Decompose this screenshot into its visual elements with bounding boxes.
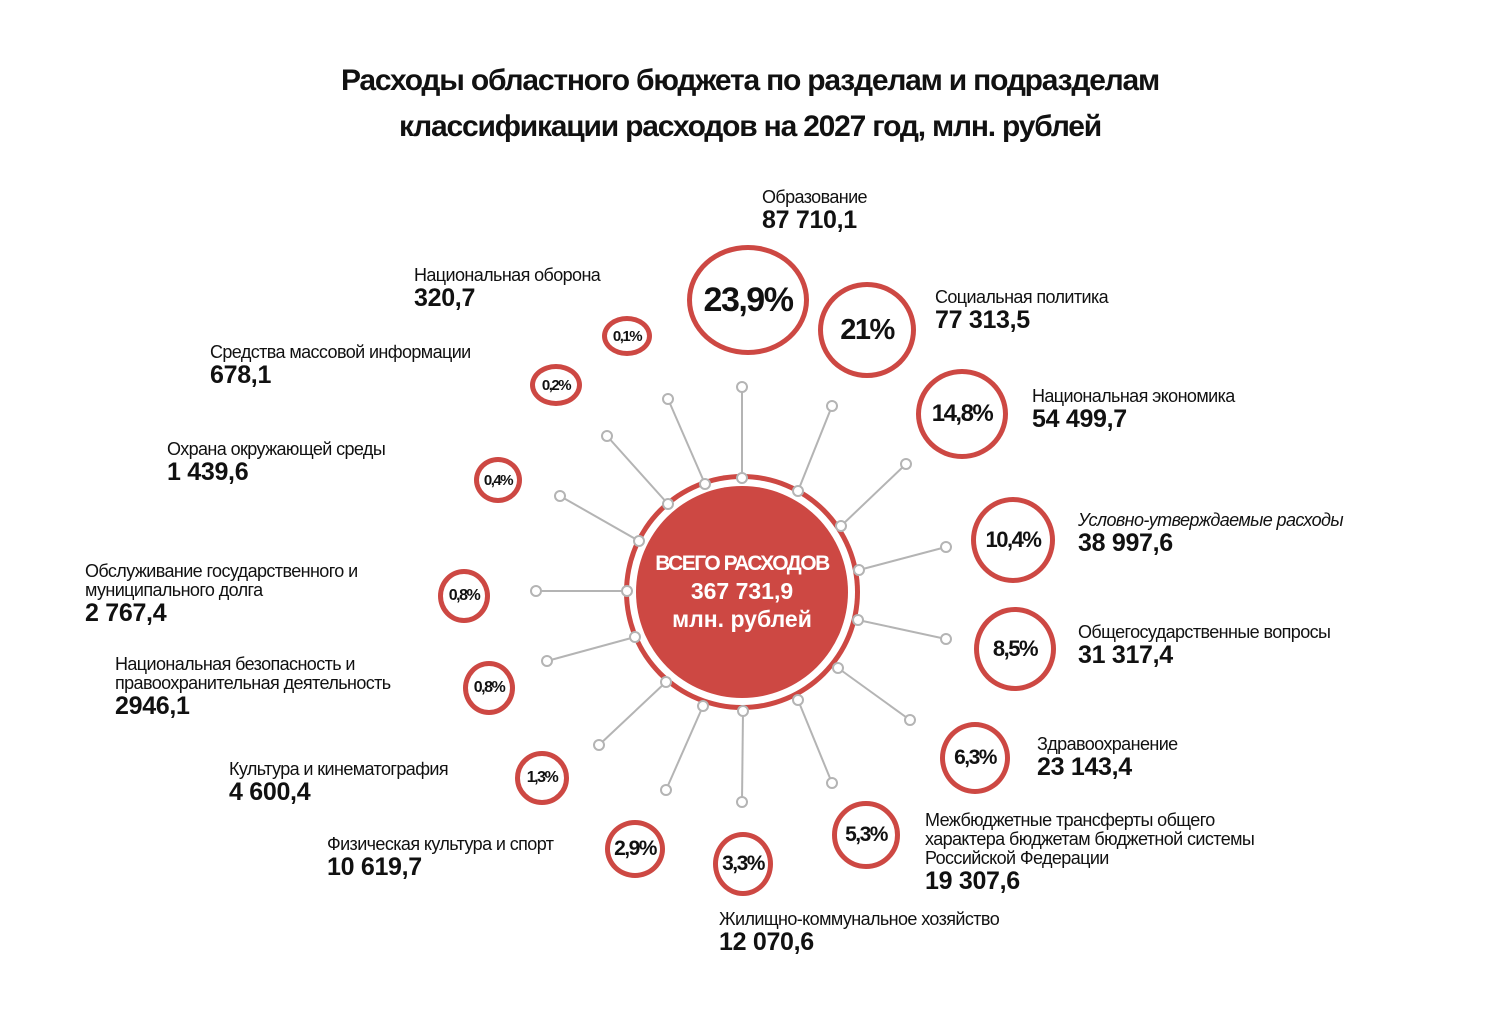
item-name: Национальная оборона [414, 265, 601, 285]
item-value: 1 439,6 [167, 458, 249, 486]
bubble-housing-utilities: 3,3% [713, 832, 773, 896]
label-conditional-expenses: Условно-утверждаемые расходы 38 997,6 [1078, 510, 1344, 557]
bubble-general-state-issues: 8,5% [974, 607, 1056, 691]
item-value: 10 619,7 [327, 853, 422, 881]
label-culture: Культура и кинематография 4 600,4 [229, 759, 449, 806]
item-value: 31 317,4 [1078, 641, 1173, 669]
chart-title-line1: Расходы областного бюджета по разделам и… [340, 64, 1160, 97]
bubble-social-policy: 21% [818, 282, 916, 378]
item-value: 678,1 [210, 361, 272, 389]
chart-title-line2: классификации расходов на 2027 год, млн.… [398, 110, 1102, 143]
item-value: 23 143,4 [1037, 753, 1132, 781]
bubble-national-security: 0,8% [463, 661, 515, 715]
bubble-environment: 0,4% [474, 457, 522, 503]
item-value: 77 313,5 [935, 306, 1030, 334]
bubble-debt-service: 0,8% [438, 569, 490, 623]
item-name: Охрана окружающей среды [167, 439, 386, 459]
item-name-line2: характера бюджетам бюджетной системы [925, 829, 1255, 849]
item-value: 54 499,7 [1032, 405, 1127, 433]
bubble-national-economy: 14,8% [916, 369, 1008, 459]
item-value: 2 767,4 [85, 599, 167, 627]
label-sport: Физическая культура и спорт 10 619,7 [327, 834, 554, 881]
item-value: 87 710,1 [762, 206, 857, 234]
item-value: 12 070,6 [719, 928, 814, 956]
bubble-sport: 2,9% [605, 820, 665, 878]
item-name: Общегосударственные вопросы [1078, 622, 1331, 642]
total-value: 367 731,9 [690, 578, 794, 604]
bubble-national-defense: 0,1% [602, 316, 652, 356]
item-name-line1: Национальная безопасность и [115, 654, 355, 674]
item-value: 4 600,4 [229, 778, 311, 806]
chart-title: Расходы областного бюджета по разделам и… [0, 58, 1500, 150]
label-healthcare: Здравоохранение 23 143,4 [1037, 735, 1178, 781]
item-name-line2: муниципального долга [85, 580, 263, 600]
item-value: 38 997,6 [1078, 529, 1173, 557]
item-value: 320,7 [414, 284, 476, 312]
label-national-security: Национальная безопасность и правоохранит… [115, 655, 391, 720]
label-education: Образование 87 710,1 [762, 187, 868, 234]
bubble-healthcare: 6,3% [940, 722, 1010, 794]
item-value: 2946,1 [115, 692, 190, 720]
total-unit: млн. рублей [672, 606, 812, 632]
bubble-interbudget-transfers: 5,3% [832, 801, 900, 869]
item-name: Физическая культура и спорт [327, 834, 554, 854]
label-general-state-issues: Общегосударственные вопросы 31 317,4 [1078, 622, 1331, 669]
item-name-line1: Межбюджетные трансферты общего [925, 810, 1215, 830]
item-name-line1: Обслуживание государственного и [85, 561, 358, 581]
bubble-culture: 1,3% [515, 751, 569, 805]
item-name: Национальная экономика [1032, 386, 1235, 406]
item-name: Образование [762, 187, 868, 207]
item-name: Культура и кинематография [229, 759, 449, 779]
bubble-mass-media: 0,2% [530, 364, 582, 406]
label-mass-media: Средства массовой информации 678,1 [210, 343, 471, 389]
item-name: Средства массовой информации [210, 342, 471, 362]
bubble-education: 23,9% [687, 245, 809, 355]
label-national-economy: Национальная экономика 54 499,7 [1032, 387, 1235, 433]
total-expenses-circle: ВСЕГО РАСХОДОВ 367 731,9 млн. рублей [636, 486, 848, 698]
item-value: 19 307,6 [925, 867, 1020, 895]
label-debt-service: Обслуживание государственного и муниципа… [85, 562, 358, 627]
item-name: Жилищно-коммунальное хозяйство [719, 909, 1000, 929]
total-label: ВСЕГО РАСХОДОВ [655, 552, 830, 575]
label-housing-utilities: Жилищно-коммунальное хозяйство 12 070,6 [719, 909, 1000, 956]
item-name: Условно-утверждаемые расходы [1078, 510, 1344, 530]
label-social-policy: Социальная политика 77 313,5 [935, 287, 1109, 334]
label-national-defense: Национальная оборона 320,7 [414, 265, 601, 312]
item-name: Социальная политика [935, 287, 1109, 307]
label-interbudget-transfers: Межбюджетные трансферты общего характера… [925, 810, 1255, 895]
label-environment: Охрана окружающей среды 1 439,6 [167, 439, 386, 486]
bubble-conditional-expenses: 10,4% [971, 497, 1055, 583]
item-name-line3: Российской Федерации [925, 848, 1109, 868]
item-name-line2: правоохранительная деятельность [115, 673, 391, 693]
item-name: Здравоохранение [1037, 734, 1178, 754]
